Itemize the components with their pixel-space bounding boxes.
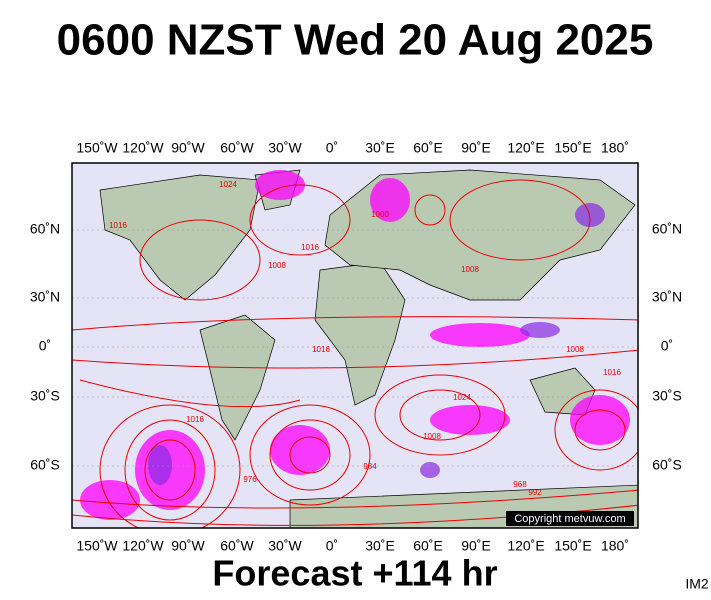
isobar-label: 984 — [363, 462, 377, 471]
isobar-label: 1016 — [603, 368, 621, 377]
isobar-label: 1008 — [423, 432, 441, 441]
longitude-label: 60˚E — [413, 538, 443, 554]
longitude-label: 180˚ — [601, 538, 629, 554]
longitude-label: 120˚E — [507, 140, 544, 156]
longitude-label: 30˚E — [365, 140, 395, 156]
latitude-label: 30˚S — [30, 388, 60, 404]
longitude-label: 90˚E — [461, 538, 491, 554]
longitude-label: 30˚E — [365, 538, 395, 554]
longitude-label: 30˚W — [268, 538, 302, 554]
isobar-label: 1016 — [186, 415, 204, 424]
longitude-label: 0˚ — [326, 140, 338, 156]
longitude-label: 60˚W — [220, 140, 254, 156]
longitude-label: 90˚W — [171, 140, 205, 156]
isobar-label: 1008 — [461, 265, 479, 274]
longitude-label: 150˚W — [76, 538, 118, 554]
longitude-label: 180˚ — [601, 140, 629, 156]
longitude-label: 120˚E — [507, 538, 544, 554]
isobar-label: 1008 — [268, 261, 286, 270]
longitude-label: 90˚W — [171, 538, 205, 554]
longitude-label: 150˚E — [554, 140, 591, 156]
copyright: Copyright metvuw.com — [514, 513, 625, 525]
longitude-label: 120˚W — [122, 140, 164, 156]
copyright-box — [506, 511, 634, 526]
map: 1024 1016 1008 1000 1016 1008 1016 1024 1016 1008… — [72, 163, 638, 528]
longitude-label: 150˚W — [76, 140, 118, 156]
isobar-label: 1016 — [109, 221, 127, 230]
latitude-label: 30˚S — [652, 388, 682, 404]
longitude-label: 150˚E — [554, 538, 591, 554]
longitude-label: 30˚W — [268, 140, 302, 156]
image-id: IM2 — [685, 576, 709, 592]
latitude-label: 60˚S — [30, 457, 60, 473]
longitude-label: 0˚ — [326, 538, 338, 554]
isobar-label: 1008 — [566, 345, 584, 354]
latitude-label: 30˚N — [652, 289, 682, 305]
isobar-label: 1016 — [301, 243, 319, 252]
isobar-label: 1024 — [453, 393, 471, 402]
isobar-label: 1000 — [371, 210, 389, 219]
isobar-label: 1024 — [219, 180, 237, 189]
latitude-label: 0˚ — [39, 338, 51, 354]
latitude-label: 60˚N — [30, 221, 60, 237]
longitude-label: 120˚W — [122, 538, 164, 554]
map-frame — [71, 162, 639, 529]
latitude-label: 60˚N — [652, 221, 682, 237]
isobar-label: 968 — [513, 480, 527, 489]
footer: Forecast +114 hr — [212, 553, 497, 594]
longitude-label: 60˚W — [220, 538, 254, 554]
isobar-label: 976 — [243, 475, 257, 484]
latitude-label: 0˚ — [661, 338, 673, 354]
longitude-label: 90˚E — [461, 140, 491, 156]
isobar-label: 992 — [528, 488, 542, 497]
isobar-label: 1016 — [312, 345, 330, 354]
title: 0600 NZST Wed 20 Aug 2025 — [57, 16, 654, 65]
longitude-label: 60˚E — [413, 140, 443, 156]
latitude-label: 60˚S — [652, 457, 682, 473]
latitude-label: 30˚N — [30, 289, 60, 305]
